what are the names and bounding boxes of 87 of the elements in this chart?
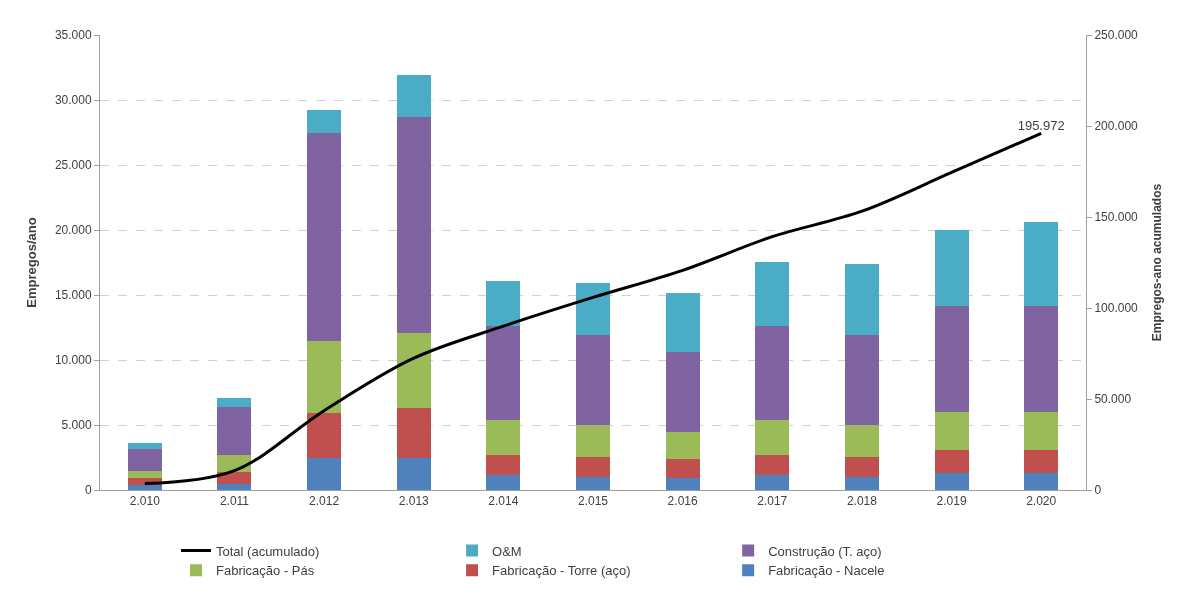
bar [307,133,342,341]
bar [665,478,700,490]
bar [486,454,521,475]
bar [575,282,611,335]
bar [665,458,700,479]
bar [217,407,252,455]
bar [755,325,790,421]
bar [755,454,790,475]
y2-tick-label: 50.000 [1094,392,1132,407]
bar [665,351,700,432]
y-tick-label: 25.000 [54,158,92,173]
bar [665,292,700,352]
bar [575,424,611,457]
legend-label: Construção (T. aço) [768,543,882,559]
bar [934,412,969,451]
bar [217,472,252,484]
bar [934,473,969,490]
bar [127,449,162,472]
bar [1024,412,1059,451]
y-tick-label: 20.000 [54,223,92,238]
bar [217,398,252,408]
bar [844,424,879,457]
x-tick-label: 2.010 [129,494,161,509]
y-axis-title: Empregos/ano [23,217,39,308]
bar [396,457,431,490]
bar [1024,450,1059,474]
y-tick-label: 35.000 [54,28,92,43]
legend-label: O&M [492,543,522,559]
bar [575,477,611,490]
bar [934,306,969,413]
y-tick-label: 10.000 [54,353,92,368]
x-tick-label: 2.019 [936,494,967,509]
y2-tick-label: 150.000 [1094,210,1139,225]
y2-tick-label: 100.000 [1094,301,1139,316]
bar [755,262,790,326]
bar [307,110,342,134]
data-label: 195.972 [1017,118,1065,134]
bar [307,413,342,458]
bar [844,334,879,425]
y-tick-label: 5.000 [61,418,92,433]
legend-label: Total (acumulado) [216,543,320,559]
x-tick-label: 2.020 [1026,494,1057,509]
bar [486,280,521,326]
bar [844,263,879,335]
legend-label: Fabricação - Torre (aço) [492,563,631,579]
legend-label: Fabricação - Nacele [768,563,885,579]
bar [307,457,342,490]
bar [307,340,342,414]
bar [934,450,969,474]
bar [665,431,700,459]
bar [934,230,969,307]
legend-label: Fabricação - Pás [216,563,315,579]
bar [486,325,521,421]
bar [217,483,252,490]
x-tick-label: 2.016 [667,494,698,509]
bar [396,332,431,408]
x-tick-label: 2.015 [577,494,609,509]
bar [486,474,521,490]
bar [396,75,431,117]
x-tick-label: 2.017 [757,494,788,509]
y-tick-label: 30.000 [54,93,92,108]
y2-tick-label: 0 [1094,483,1102,498]
bar [396,116,431,333]
bar [575,456,611,478]
bar [1024,221,1059,307]
bar [1024,306,1059,413]
y2-tick-label: 250.000 [1094,28,1139,43]
y-tick-label: 0 [84,483,92,498]
x-tick-label: 2.018 [846,494,878,509]
y2-tick-label: 200.000 [1094,119,1139,134]
bar [575,334,611,425]
y-tick-label: 15.000 [54,288,92,303]
x-tick-label: 2.013 [398,494,430,509]
bar [127,471,162,479]
bar [755,420,790,455]
bar [127,484,162,490]
x-tick-label: 2.012 [309,494,340,509]
bar [486,420,521,455]
y2-axis-title: Empregos-ano acumulados [1150,183,1164,342]
x-tick-label: 2.011 [219,494,250,509]
x-tick-label: 2.014 [488,494,519,509]
bar [1024,473,1059,490]
bar [396,407,431,458]
bar [844,456,879,478]
line-series [143,131,1043,485]
bar [755,474,790,490]
bar [844,477,879,490]
